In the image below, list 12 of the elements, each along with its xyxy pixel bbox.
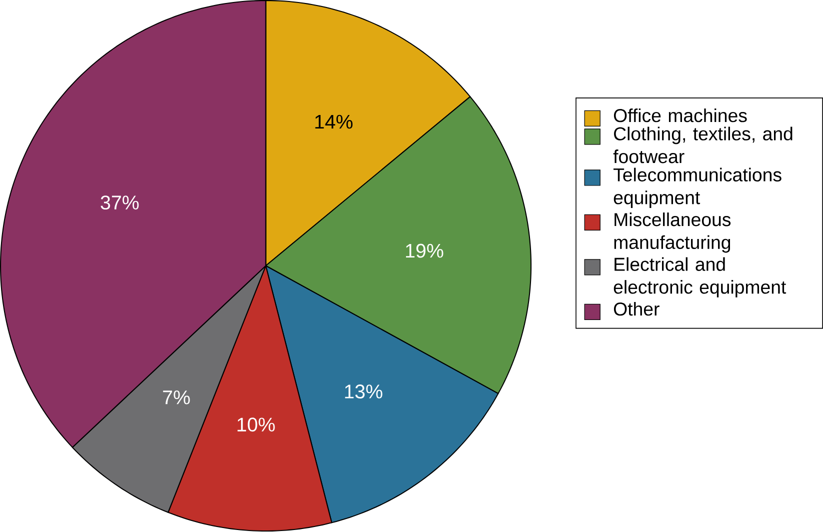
legend-label: Office machines (614, 108, 747, 122)
legend-label: Electrical and electronic equipment (614, 257, 786, 298)
data-label: 7% (163, 390, 190, 405)
legend-label: Other (614, 302, 660, 316)
legend-label: Clothing, textiles, and footwear (613, 126, 792, 164)
legend-label: Miscellaneous manufacturing (614, 212, 731, 253)
data-label: 14% (315, 115, 353, 129)
legend-label: Telecommunications equipment (614, 168, 782, 208)
data-label: 13% (345, 384, 382, 399)
data-label: 19% (406, 244, 444, 258)
data-label: 37% (100, 196, 139, 210)
data-label: 10% (238, 418, 275, 432)
